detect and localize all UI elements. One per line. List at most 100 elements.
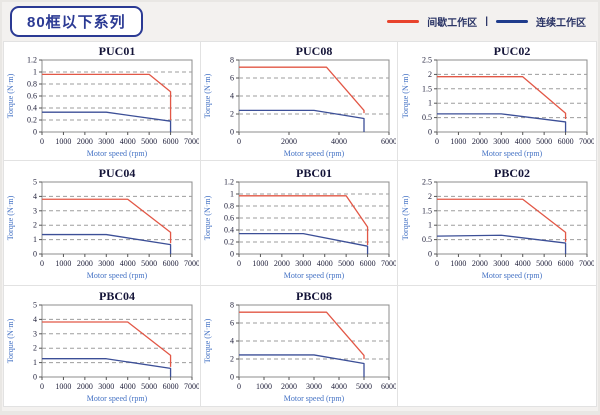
svg-text:3000: 3000 (98, 382, 114, 391)
svg-text:1000: 1000 (55, 259, 71, 268)
svg-text:0: 0 (33, 128, 37, 137)
svg-text:5000: 5000 (338, 259, 354, 268)
svg-text:Torque (N·m): Torque (N·m) (6, 195, 15, 240)
svg-text:Motor speed (rpm): Motor speed (rpm) (284, 271, 345, 280)
svg-text:2000: 2000 (281, 382, 297, 391)
svg-text:PUC01: PUC01 (99, 44, 136, 58)
svg-text:1000: 1000 (252, 259, 268, 268)
svg-text:6000: 6000 (558, 259, 574, 268)
svg-text:4000: 4000 (317, 259, 333, 268)
empty-cell (398, 286, 597, 407)
svg-text:Torque (N·m): Torque (N·m) (203, 318, 212, 363)
svg-text:1: 1 (33, 235, 37, 244)
legend-separator: | (485, 16, 488, 27)
svg-text:Motor speed (rpm): Motor speed (rpm) (482, 271, 543, 280)
svg-text:0: 0 (435, 259, 439, 268)
svg-text:5000: 5000 (141, 382, 157, 391)
svg-text:5000: 5000 (141, 137, 157, 146)
svg-text:1000: 1000 (55, 382, 71, 391)
svg-text:2: 2 (230, 355, 234, 364)
svg-text:2: 2 (230, 110, 234, 119)
svg-text:6000: 6000 (360, 259, 376, 268)
svg-text:5000: 5000 (536, 137, 552, 146)
svg-text:2: 2 (33, 221, 37, 230)
svg-text:0.4: 0.4 (27, 104, 37, 113)
svg-text:1: 1 (33, 68, 37, 77)
svg-text:0.2: 0.2 (224, 238, 234, 247)
svg-text:0.6: 0.6 (224, 214, 234, 223)
svg-text:3000: 3000 (493, 137, 509, 146)
svg-text:Motor speed (rpm): Motor speed (rpm) (87, 394, 148, 403)
chart-PUC04: PUC04 0 1000 2000 3000 4000 5000 6000 7000 0 1 2 3 4 5… (6, 166, 199, 280)
chart-cell-PBC02: PBC02 0 1000 2000 3000 4000 5000 6000 7000 0 0.5 1 1… (398, 161, 597, 286)
svg-text:3000: 3000 (493, 259, 509, 268)
svg-text:7000: 7000 (579, 137, 594, 146)
svg-text:2: 2 (428, 192, 432, 201)
chart-cell-PBC08: PBC08 0 1000 2000 3000 4000 5000 6000 0 2 4 6 8 Motor… (201, 286, 398, 407)
svg-text:2000: 2000 (77, 382, 93, 391)
svg-text:Motor speed (rpm): Motor speed (rpm) (87, 149, 148, 158)
svg-text:4000: 4000 (515, 137, 531, 146)
svg-text:6000: 6000 (381, 137, 396, 146)
svg-text:0: 0 (33, 250, 37, 259)
svg-text:3000: 3000 (98, 137, 114, 146)
svg-text:PUC04: PUC04 (99, 166, 136, 180)
svg-text:PBC02: PBC02 (494, 166, 530, 180)
svg-text:2000: 2000 (281, 137, 297, 146)
svg-text:6000: 6000 (558, 137, 574, 146)
svg-text:Torque (N·m): Torque (N·m) (203, 73, 212, 118)
svg-text:1.5: 1.5 (422, 84, 432, 93)
svg-text:Torque (N·m): Torque (N·m) (6, 73, 15, 118)
svg-text:0: 0 (230, 250, 234, 259)
svg-text:0.8: 0.8 (27, 80, 37, 89)
svg-text:0: 0 (435, 137, 439, 146)
svg-text:7000: 7000 (381, 259, 396, 268)
chart-cell-PUC08: PUC08 0 2000 4000 6000 0 2 4 6 8 Motor speed (rpm)… (201, 42, 398, 161)
svg-text:4: 4 (230, 92, 234, 101)
svg-text:5: 5 (33, 178, 37, 187)
svg-text:5: 5 (33, 301, 37, 310)
svg-text:0.5: 0.5 (422, 113, 432, 122)
svg-text:8: 8 (230, 301, 234, 310)
chart-cell-PBC04: PBC04 0 1000 2000 3000 4000 5000 6000 7000 0 1 2 3 4 5… (4, 286, 201, 407)
svg-text:0: 0 (230, 128, 234, 137)
svg-text:4: 4 (33, 192, 37, 201)
svg-text:0: 0 (237, 259, 241, 268)
svg-text:4000: 4000 (515, 259, 531, 268)
svg-text:0.2: 0.2 (27, 116, 37, 125)
svg-text:0.6: 0.6 (27, 92, 37, 101)
continuous-zone-line-swatch (496, 20, 528, 23)
svg-text:1: 1 (230, 190, 234, 199)
continuous-zone-label: 连续工作区 (536, 18, 586, 29)
chart-grid: PUC01 0 1000 2000 3000 4000 5000 6000 7000 0 0.2 0.… (3, 41, 597, 407)
svg-text:4000: 4000 (120, 382, 136, 391)
catalog-page: 80框以下系列 间歇工作区 | 连续工作区 PUC01 0 1000 2000 3000… (2, 2, 598, 411)
svg-text:1.2: 1.2 (27, 56, 37, 65)
svg-text:3: 3 (33, 206, 37, 215)
svg-text:2000: 2000 (472, 259, 488, 268)
svg-text:7000: 7000 (579, 259, 594, 268)
svg-text:2.5: 2.5 (422, 178, 432, 187)
chart-PBC02: PBC02 0 1000 2000 3000 4000 5000 6000 7000 0 0.5 1 1… (401, 166, 594, 280)
svg-text:4000: 4000 (331, 382, 347, 391)
svg-text:1: 1 (428, 99, 432, 108)
svg-text:6: 6 (230, 319, 234, 328)
svg-text:2.5: 2.5 (422, 56, 432, 65)
chart-legend: 间歇工作区 | 连续工作区 (387, 14, 590, 29)
svg-text:PBC04: PBC04 (99, 289, 135, 303)
svg-text:1000: 1000 (55, 137, 71, 146)
svg-text:0: 0 (237, 382, 241, 391)
svg-text:6000: 6000 (163, 259, 179, 268)
chart-PUC08: PUC08 0 2000 4000 6000 0 2 4 6 8 Motor speed (rpm)… (203, 44, 396, 158)
svg-text:8: 8 (230, 56, 234, 65)
chart-PBC01: PBC01 0 1000 2000 3000 4000 5000 6000 7000 0 0.2 0.… (203, 166, 396, 280)
svg-text:3: 3 (33, 329, 37, 338)
chart-cell-PUC04: PUC04 0 1000 2000 3000 4000 5000 6000 7000 0 1 2 3 4 5… (4, 161, 201, 286)
svg-text:Motor speed (rpm): Motor speed (rpm) (284, 149, 345, 158)
svg-text:7000: 7000 (184, 382, 199, 391)
svg-text:6000: 6000 (163, 137, 179, 146)
svg-text:3000: 3000 (295, 259, 311, 268)
svg-text:1000: 1000 (450, 137, 466, 146)
chart-cell-PUC01: PUC01 0 1000 2000 3000 4000 5000 6000 7000 0 0.2 0.… (4, 42, 201, 161)
chart-PUC01: PUC01 0 1000 2000 3000 4000 5000 6000 7000 0 0.2 0.… (6, 44, 199, 158)
